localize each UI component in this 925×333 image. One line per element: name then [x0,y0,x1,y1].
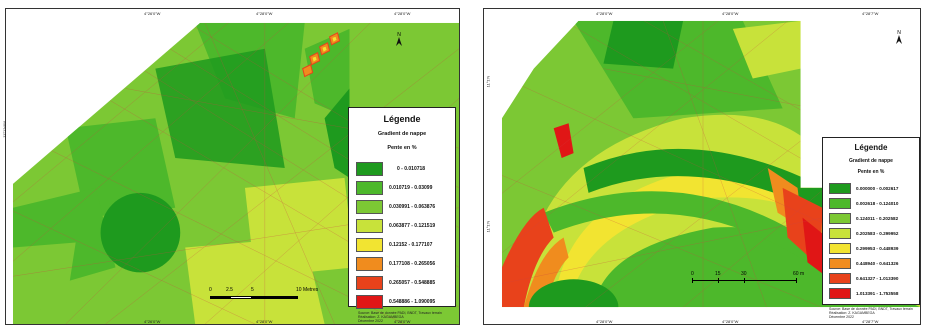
legend-item: 0.002618 - 0.124010 [829,196,919,211]
legend-item: 0.265057 - 0.548885 [356,273,455,292]
right-source-text: Source: Base de donnée PADI, BNDT, Trava… [829,307,913,319]
scale-label: 0 [691,271,694,277]
legend-items: 0 - 0.010718 0.010719 - 0.03099 0.030991… [349,159,455,311]
left-bottom-tick-2: 4°28'0"W [256,319,273,324]
legend-swatch [356,199,383,214]
legend-label: 0.124011 - 0.202582 [856,216,899,221]
right-scale-bar: 0 15 30 60 m [689,271,819,291]
legend-swatch [829,288,851,299]
right-left-tick-1: 11°1'N [485,75,491,88]
legend-label: 0.265057 - 0.548885 [389,279,436,286]
legend-swatch [356,237,383,252]
right-top-tick-1: 4°28'0"W [596,11,613,16]
legend-swatch [829,213,851,224]
legend-label: 0.177108 - 0.265056 [389,260,436,267]
left-bottom-tick-3: 4°28'0"W [394,319,411,324]
legend-swatch [356,218,383,233]
left-top-tick-2: 4°28'0"W [256,11,273,16]
legend-label: 0.12152 - 0.177107 [389,241,433,248]
legend-item: 0.448940 - 0.641326 [829,256,919,271]
left-map-panel: 4°26'0"W 4°28'0"W 4°28'0"W 4°26'0"W 4°28… [1,8,460,325]
legend-item: 0 - 0.010718 [356,159,455,178]
left-source-text: Source: Base de donnée PADI, BNDT, Trava… [358,311,442,323]
legend-item: 0.000000 - 0.002617 [829,181,919,196]
legend-label: 0.448940 - 0.641326 [856,261,899,266]
legend-label: 1.013391 - 1.753558 [856,291,899,296]
legend-swatch [829,228,851,239]
legend-label: 0 - 0.010718 [397,165,426,172]
legend-label: 0.002618 - 0.124010 [856,201,899,206]
scale-label: 2.5 [226,287,233,293]
legend-swatch [829,273,851,284]
legend-label: 0.548886 - 1.090095 [389,298,436,305]
svg-text:N: N [397,32,401,38]
legend-label: 0.063877 - 0.121519 [389,222,436,229]
scale-label: 15 [715,271,721,277]
legend-swatch [829,183,851,194]
legend-item: 0.299953 - 0.448939 [829,241,919,256]
right-legend: Légende Gradient de nappe Pente en % 0.0… [822,137,920,305]
legend-unit: Pente en % [857,169,885,175]
left-top-tick-3: 4°28'0"W [394,11,411,16]
legend-label: 0.641327 - 1.013390 [856,276,899,281]
right-top-tick-3: 4°28'7"W [862,11,879,16]
legend-item: 0.641327 - 1.013390 [829,271,919,286]
legend-item: 0.177108 - 0.265056 [356,254,455,273]
legend-label: 0.202583 - 0.299952 [856,231,899,236]
left-scale-bar: 0 2.5 5 10 Metres [206,287,319,307]
legend-item: 0.202583 - 0.299952 [829,226,919,241]
legend-title: Légende [383,114,421,124]
legend-swatch [356,180,383,195]
north-arrow-icon: N [394,31,404,52]
legend-item: 0.12152 - 0.177107 [356,235,455,254]
right-top-tick-2: 4°28'0"W [722,11,739,16]
right-left-tick-2: 11°1'N [485,220,491,233]
legend-swatch [356,294,383,309]
legend-subtitle: Gradient de nappe [849,158,893,164]
legend-swatch [356,275,383,290]
legend-swatch [829,198,851,209]
legend-item: 0.063877 - 0.121519 [356,216,455,235]
legend-items: 0.000000 - 0.002617 0.002618 - 0.124010 … [823,181,919,301]
legend-swatch [829,243,851,254]
scale-label: 60 m [793,271,805,277]
right-bottom-tick-1: 4°28'0"W [596,319,613,324]
left-top-tick-1: 4°26'0"W [144,11,161,16]
legend-label: 0.010719 - 0.03099 [389,184,433,191]
scale-label: 5 [251,287,254,293]
scale-label: 30 [741,271,747,277]
legend-swatch [829,258,851,269]
legend-swatch [356,161,383,176]
right-map-panel: 4°28'0"W 4°28'0"W 4°28'7"W 4°28'0"W 4°28… [483,8,921,325]
legend-title: Légende [854,143,888,152]
legend-item: 0.010719 - 0.03099 [356,178,455,197]
legend-label: 0.000000 - 0.002617 [856,186,899,191]
left-legend: Légende Gradient de nappe Pente en % 0 -… [348,107,456,309]
legend-label: 0.299953 - 0.448939 [856,246,899,251]
legend-item: 0.548886 - 1.090095 [356,292,455,311]
left-side-tick: 11°1'N/W [1,121,7,138]
legend-label: 0.030991 - 0.063876 [389,203,436,210]
svg-text:N: N [897,30,901,36]
north-arrow-icon: N [894,29,904,50]
legend-unit: Pente en % [387,145,417,151]
legend-swatch [356,256,383,271]
right-bottom-tick-3: 4°28'7"W [862,319,879,324]
left-bottom-tick-1: 4°26'0"W [144,319,161,324]
legend-item: 0.030991 - 0.063876 [356,197,455,216]
scale-label: 10 Metres [296,287,319,293]
scale-label: 0 [209,287,212,293]
legend-subtitle: Gradient de nappe [377,131,427,137]
legend-item: 0.124011 - 0.202582 [829,211,919,226]
legend-item: 1.013391 - 1.753558 [829,286,919,301]
right-bottom-tick-2: 4°28'0"W [722,319,739,324]
